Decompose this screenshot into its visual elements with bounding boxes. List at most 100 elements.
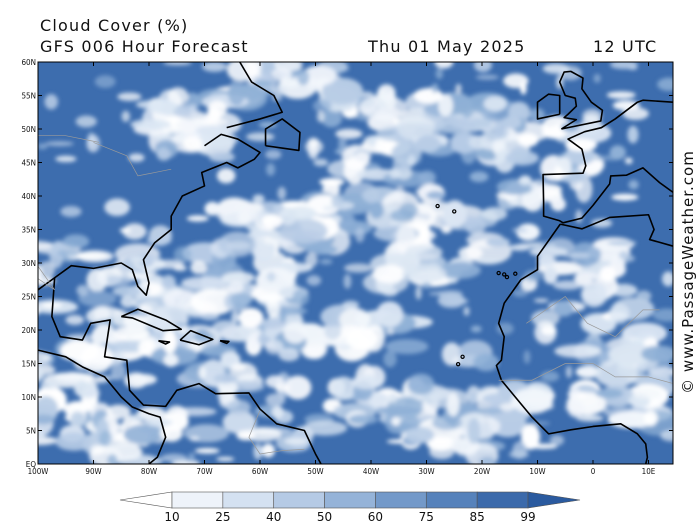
cloud: [123, 315, 153, 321]
cloud: [348, 414, 378, 425]
cloud: [467, 118, 492, 129]
cloud: [83, 376, 109, 384]
cloud: [117, 92, 142, 101]
cloud: [110, 362, 126, 381]
colorbar-segment: [375, 491, 427, 509]
cloud: [38, 414, 56, 425]
colorbar-segment: [222, 491, 275, 509]
lon-label: 60W: [252, 467, 268, 476]
cloud: [583, 250, 592, 268]
cloud: [606, 91, 636, 99]
coastline: [264, 118, 301, 152]
cloud: [321, 109, 343, 128]
cloud: [227, 79, 246, 106]
cloud: [483, 96, 507, 112]
cloud: [283, 321, 307, 344]
coastline: [158, 339, 171, 345]
lat-label: 25N: [21, 293, 36, 302]
coastlines: [38, 62, 673, 464]
cloud: [213, 373, 238, 384]
cloud: [194, 448, 220, 454]
lon-label: 0: [591, 467, 596, 476]
cloud: [405, 244, 443, 261]
axis-ticks: 60N 55N 50N 45N 40N 35N 30N 25N 20N 15N 10N 5N EQ100…: [21, 58, 673, 476]
cloud: [350, 375, 384, 390]
cloud: [432, 415, 462, 431]
cloud: [190, 260, 207, 275]
cloud: [145, 305, 189, 333]
coastline: [560, 213, 673, 247]
cloud: [446, 119, 453, 125]
cloud: [173, 265, 187, 272]
cloud: [469, 171, 489, 183]
cloud: [439, 261, 481, 279]
cloud: [201, 62, 227, 72]
cloud: [549, 434, 565, 446]
cloud: [455, 83, 462, 94]
cloud: [502, 115, 522, 129]
cloud: [86, 268, 108, 293]
cloud: [188, 452, 195, 463]
cloud: [474, 407, 504, 415]
cloud: [252, 194, 265, 204]
cloud: [235, 202, 264, 212]
cloud: [641, 345, 673, 363]
cloud: [431, 83, 439, 93]
cloud: [104, 198, 130, 217]
cloud: [236, 430, 256, 441]
cloud: [335, 128, 363, 139]
cloud: [147, 99, 178, 115]
cloud: [354, 312, 371, 326]
cloud: [284, 375, 312, 400]
cloud: [121, 110, 131, 123]
cloud: [355, 227, 365, 243]
cloud: [308, 144, 319, 160]
colorbar-label: 25: [215, 510, 230, 524]
cloud: [270, 86, 287, 96]
cloud: [222, 410, 257, 434]
colorbar-segment: [171, 491, 224, 509]
cloud: [353, 151, 370, 166]
cloud: [473, 353, 499, 372]
cloud: [204, 201, 221, 216]
cloud: [160, 453, 188, 463]
cloud: [231, 311, 239, 324]
cloud: [618, 251, 630, 260]
lon-label: 90W: [85, 467, 101, 476]
cloud: [536, 255, 556, 267]
colorbar-cap: [119, 491, 173, 509]
cloud: [407, 267, 420, 276]
cloud: [533, 298, 549, 303]
cloud: [463, 306, 470, 317]
cloud: [475, 74, 499, 80]
cloud: [389, 167, 400, 179]
cloud: [208, 151, 235, 163]
cloud: [421, 283, 432, 289]
cloud: [38, 428, 46, 443]
cloud: [483, 124, 509, 141]
cloud: [559, 65, 582, 81]
lon-label: 30W: [418, 467, 434, 476]
cloud: [307, 137, 320, 148]
border: [526, 296, 660, 338]
cloud: [546, 237, 575, 254]
cloud: [343, 273, 352, 289]
cloud: [266, 271, 276, 282]
cloud: [106, 404, 131, 419]
cloud: [174, 322, 188, 327]
cloud: [201, 118, 229, 126]
cloud: [581, 281, 608, 308]
date: Thu 01 May 2025: [367, 37, 525, 56]
lon-label: 10W: [529, 467, 545, 476]
cloud: [265, 393, 286, 407]
cloud: [112, 285, 141, 297]
cloud: [161, 274, 176, 290]
cloud: [171, 460, 201, 464]
cloud: [622, 107, 649, 120]
cloud: [460, 101, 475, 118]
cloud: [261, 214, 283, 228]
cloud: [582, 109, 603, 123]
cloud: [478, 417, 497, 423]
cloud: [122, 223, 147, 240]
cloud: [305, 244, 338, 256]
